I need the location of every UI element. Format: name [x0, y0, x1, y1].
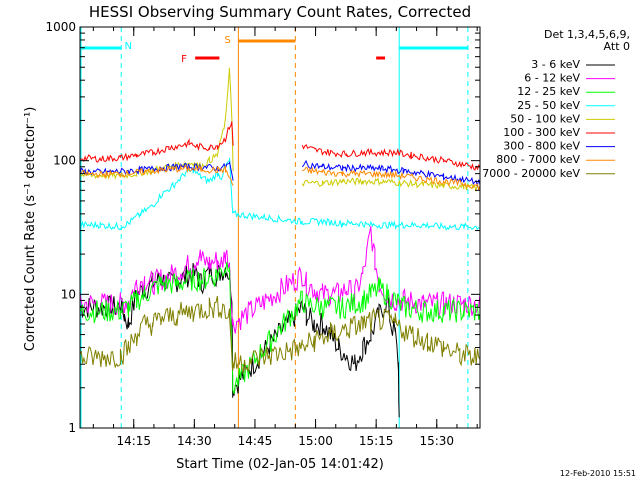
chart-title: HESSI Observing Summary Count Rates, Cor… [89, 3, 471, 21]
legend-header-0: Det 1,3,4,5,6,9, [544, 28, 630, 41]
x-axis-label: Start Time (02-Jan-05 14:01:42) [176, 457, 384, 472]
observing-bands: N S F [80, 27, 469, 428]
y-tick-label-1: 10 [61, 287, 76, 301]
series-line-1 [79, 226, 481, 334]
legend-label-8: 7000 - 20000 keV [482, 167, 580, 180]
y-tick-label-0: 1 [68, 421, 76, 435]
series-line-5 [79, 121, 481, 171]
x-tick-label-0: 14:15 [116, 434, 151, 448]
series-line-3 [79, 157, 481, 231]
series-line-7 [80, 164, 481, 191]
series-line-2 [79, 261, 481, 395]
saa-label: S [224, 35, 230, 46]
flare-label: F [181, 54, 187, 65]
legend-label-6: 300 - 800 keV [503, 140, 580, 153]
footer-date: 12-Feb-2010 15:51 [560, 469, 636, 478]
legend-label-2: 12 - 25 keV [517, 85, 580, 98]
legend-label-4: 50 - 100 keV [510, 112, 580, 125]
plot-axes: 1 10 100 1000 14:15 14:30 14:45 15:00 15:15 15:30 [45, 20, 481, 448]
plot-frame [79, 26, 481, 429]
legend-label-3: 25 - 50 keV [517, 99, 580, 112]
series-lines [79, 67, 481, 418]
x-tick-label-1: 14:30 [177, 434, 212, 448]
x-tick-label-3: 15:00 [298, 434, 333, 448]
night-label: N [124, 41, 131, 52]
y-tick-label-2: 100 [53, 154, 76, 168]
series-line-8 [79, 295, 481, 373]
x-tick-label-2: 14:45 [238, 434, 273, 448]
x-tick-label-4: 15:15 [359, 434, 394, 448]
y-tick-label-3: 1000 [45, 20, 76, 34]
legend-label-5: 100 - 300 keV [503, 126, 580, 139]
y-axis-label: Corrected Count Rate (s⁻¹ detector⁻¹) [23, 107, 38, 352]
legend-label-0: 3 - 6 keV [531, 58, 580, 71]
x-tick-label-5: 15:30 [419, 434, 454, 448]
series-line-6 [79, 159, 481, 188]
legend-header-1: Att 0 [604, 40, 630, 53]
legend-label-7: 800 - 7000 keV [496, 153, 580, 166]
legend-label-1: 6 - 12 keV [524, 72, 580, 85]
